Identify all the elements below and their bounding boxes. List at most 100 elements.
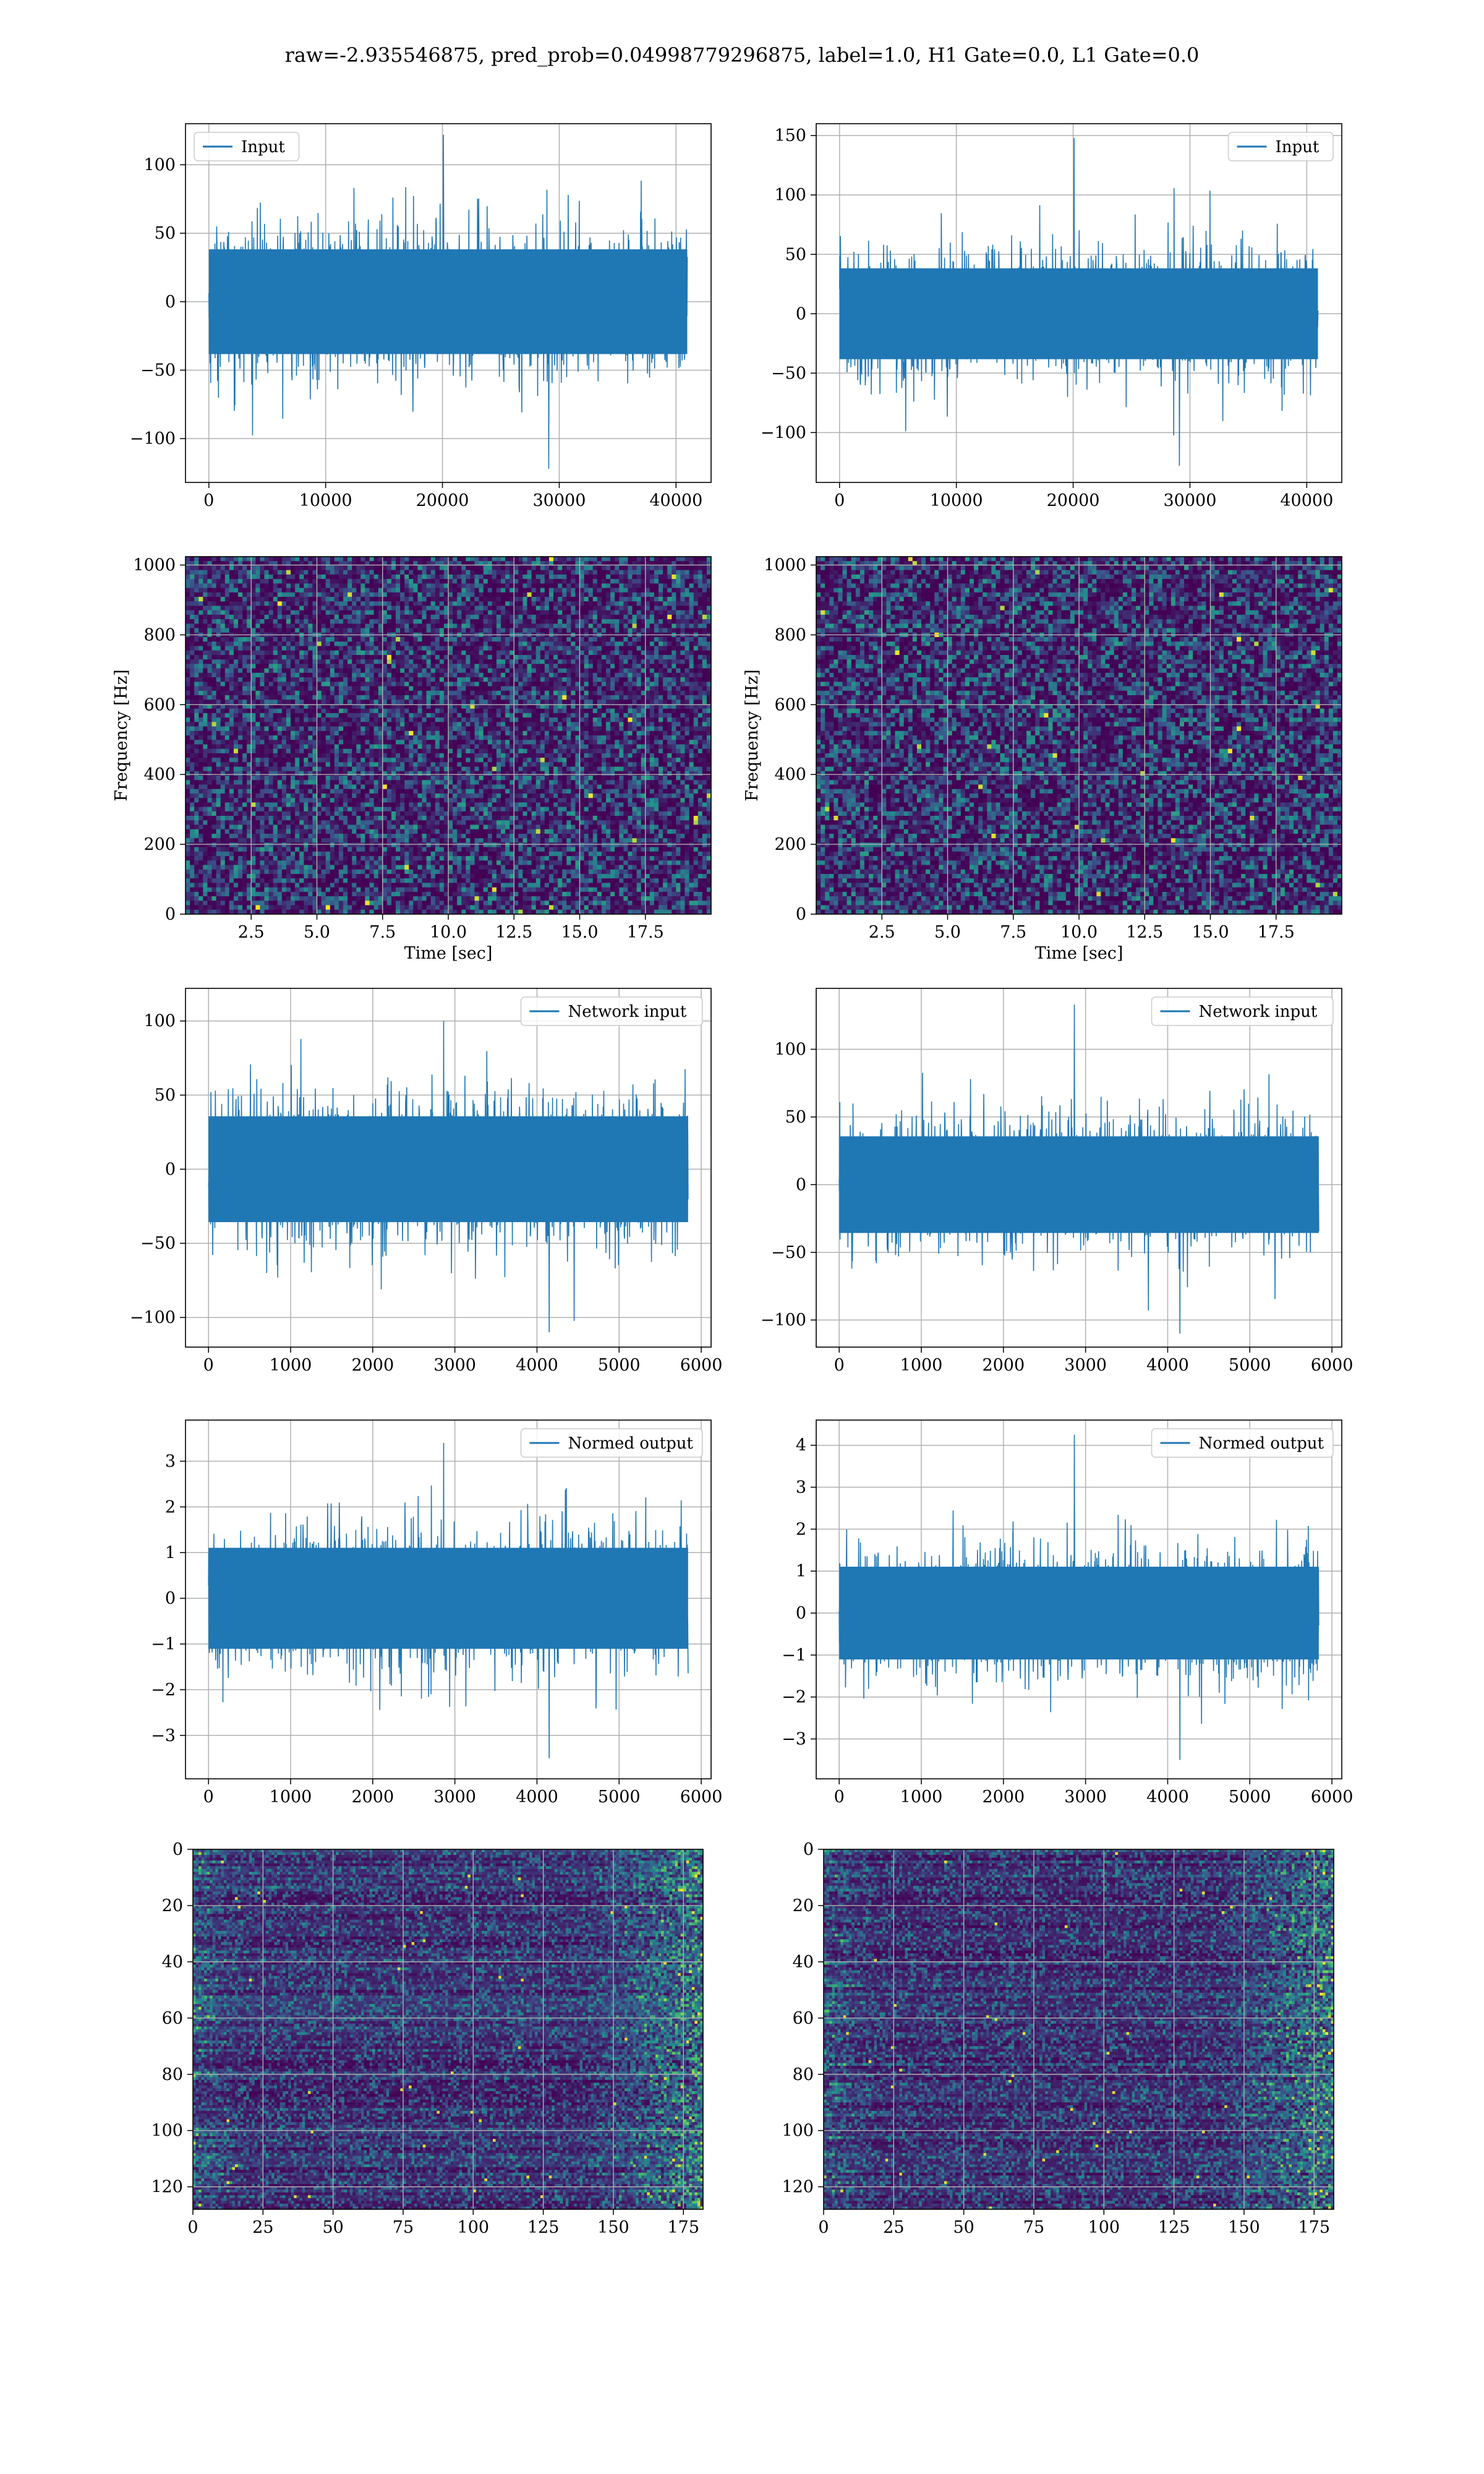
heatmap-cell <box>278 691 283 696</box>
heatmap-cell <box>374 588 379 593</box>
heatmap-cell <box>540 623 545 628</box>
heatmap-cell <box>466 619 471 624</box>
heatmap-cell <box>242 664 247 669</box>
heatmap-cell <box>356 628 361 633</box>
heatmap-cell <box>203 575 208 580</box>
heatmap-cell <box>427 646 432 651</box>
heatmap-cell <box>676 673 681 678</box>
heatmap-cell <box>278 570 283 575</box>
heatmap-cell <box>553 713 558 718</box>
heatmap-cell <box>457 615 462 620</box>
heatmap-cell <box>522 727 527 732</box>
heatmap-cell <box>680 709 685 714</box>
heatmap-cell <box>422 615 427 620</box>
heatmap-cell <box>461 700 466 704</box>
heatmap-cell <box>580 673 585 678</box>
heatmap-cell <box>654 628 659 633</box>
heatmap-cell <box>580 615 585 620</box>
heatmap-cell <box>623 566 628 571</box>
heatmap-cell <box>422 691 427 696</box>
heatmap-cell <box>391 601 396 606</box>
heatmap-cell <box>484 623 488 628</box>
heatmap-cell <box>278 700 283 704</box>
heatmap-cell <box>286 610 291 615</box>
heatmap-cell <box>339 615 344 620</box>
heatmap-cell <box>435 570 440 575</box>
heatmap-cell <box>540 691 545 696</box>
heatmap-cell <box>615 570 620 575</box>
heatmap-cell <box>427 682 432 687</box>
heatmap-cell <box>299 677 304 682</box>
heatmap-cell <box>488 731 493 736</box>
heatmap-cell <box>488 641 493 646</box>
heatmap-cell <box>702 722 707 727</box>
heatmap-cell <box>335 610 339 615</box>
heatmap-cell <box>566 687 571 691</box>
heatmap-cell <box>689 575 694 580</box>
heatmap-cell <box>484 659 488 664</box>
heatmap-cell <box>330 677 335 682</box>
heatmap-cell <box>527 610 532 615</box>
heatmap-cell <box>265 735 270 740</box>
heatmap-cell <box>216 575 221 580</box>
heatmap-cell <box>194 655 199 660</box>
heatmap-cell <box>501 601 506 606</box>
heatmap-cell <box>702 691 707 696</box>
heatmap-cell <box>602 646 607 651</box>
heatmap-cell <box>409 651 414 656</box>
heatmap-cell <box>409 709 414 714</box>
heatmap-cell <box>448 651 453 656</box>
heatmap-cell <box>488 597 493 602</box>
heatmap-cell <box>615 623 620 628</box>
heatmap-cell <box>322 664 326 669</box>
heatmap-cell <box>260 597 265 602</box>
heatmap-cell <box>387 588 392 593</box>
heatmap-cell <box>190 691 195 696</box>
heatmap-cell <box>269 677 274 682</box>
heatmap-cell <box>663 579 668 584</box>
heatmap-cell <box>265 664 270 669</box>
heatmap-cell <box>571 722 576 727</box>
heatmap-cell <box>391 566 396 571</box>
heatmap-cell <box>186 615 190 620</box>
heatmap-cell <box>190 655 195 660</box>
heatmap-cell <box>549 677 554 682</box>
heatmap-cell <box>348 717 352 722</box>
heatmap-cell <box>330 566 335 571</box>
heatmap-cell <box>286 673 291 678</box>
heatmap-cell <box>488 623 493 628</box>
heatmap-cell <box>417 641 422 646</box>
heatmap-cell <box>470 588 475 593</box>
heatmap-cell <box>212 731 217 736</box>
heatmap-cell <box>532 619 537 624</box>
heatmap-cell <box>702 628 707 633</box>
heatmap-cell <box>251 709 256 714</box>
heatmap-cell <box>299 651 304 656</box>
heatmap-cell <box>291 566 296 571</box>
heatmap-cell <box>584 588 589 593</box>
heatmap-cell <box>650 682 655 687</box>
heatmap-cell <box>584 601 589 606</box>
heatmap-cell <box>646 588 650 593</box>
heatmap-cell <box>190 717 195 722</box>
heatmap-cell <box>623 713 628 718</box>
heatmap-cell <box>352 691 357 696</box>
heatmap-cell <box>216 673 221 678</box>
heatmap-cell <box>194 682 199 687</box>
heatmap-cell <box>633 628 638 633</box>
heatmap-cell <box>221 682 226 687</box>
heatmap-cell <box>352 727 357 732</box>
heatmap-cell <box>457 722 462 727</box>
heatmap-cell <box>680 628 685 633</box>
heatmap-cell <box>593 682 598 687</box>
heatmap-cell <box>265 659 270 664</box>
heatmap-cell <box>680 727 685 732</box>
heatmap-cell <box>610 583 615 588</box>
heatmap-cell <box>370 623 375 628</box>
heatmap-cell <box>265 628 270 633</box>
heatmap-cell <box>593 588 598 593</box>
heatmap-cell <box>404 597 409 602</box>
heatmap-cell <box>391 722 396 727</box>
heatmap-cell <box>470 687 475 691</box>
heatmap-cell <box>562 717 567 722</box>
